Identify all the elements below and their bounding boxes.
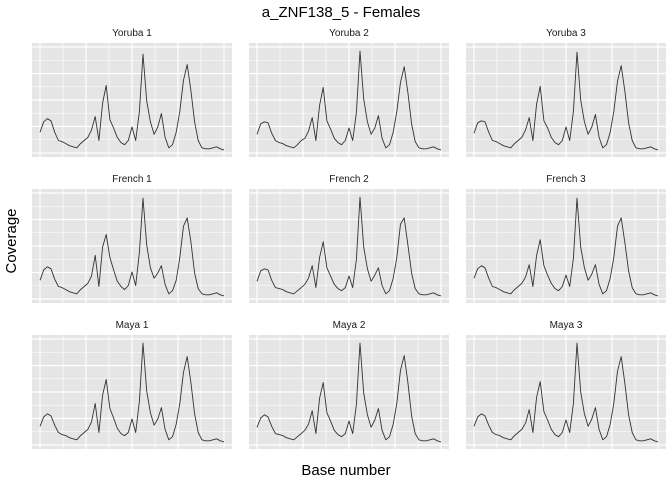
coverage-line <box>473 197 659 297</box>
facet-strip-label: French 3 <box>546 174 586 185</box>
facet-strip-label: Yoruba 3 <box>546 28 586 39</box>
facet-panel: Maya 1 <box>32 320 232 449</box>
x-axis-label: Base number <box>301 462 390 479</box>
facet-strip-label: Maya 3 <box>550 320 583 331</box>
facet-panel: Yoruba 2 <box>249 28 449 157</box>
facet-panel: French 2 <box>249 174 449 303</box>
facet-panel: Yoruba 1 <box>32 28 232 157</box>
facet-strip-label: Maya 2 <box>333 320 366 331</box>
y-axis-label: Coverage <box>3 208 20 273</box>
facet-panel: French 3 <box>466 174 666 303</box>
facet-panel: Yoruba 3 <box>466 28 666 157</box>
facet-strip-label: French 1 <box>112 174 152 185</box>
coverage-line <box>256 196 442 297</box>
facet-panel: Maya 2 <box>249 320 449 449</box>
facet-strip-label: Yoruba 2 <box>329 28 369 39</box>
coverage-line <box>473 51 659 151</box>
coverage-line <box>473 342 659 443</box>
coverage-line <box>256 50 442 151</box>
facet-strip-label: Maya 1 <box>116 320 149 331</box>
coverage-line <box>256 342 442 443</box>
coverage-line <box>39 197 225 297</box>
facet-grid: Yoruba 1 Yoruba 2 Yoruba 3 French 1 French 2… <box>32 28 666 449</box>
facet-strip-label: Yoruba 1 <box>112 28 152 39</box>
facet-strip-label: French 2 <box>329 174 369 185</box>
facet-panel: Maya 3 <box>466 320 666 449</box>
coverage-line <box>39 53 225 151</box>
coverage-line <box>39 342 225 443</box>
facet-panel: French 1 <box>32 174 232 303</box>
chart-title: a_ZNF138_5 - Females <box>262 4 420 21</box>
